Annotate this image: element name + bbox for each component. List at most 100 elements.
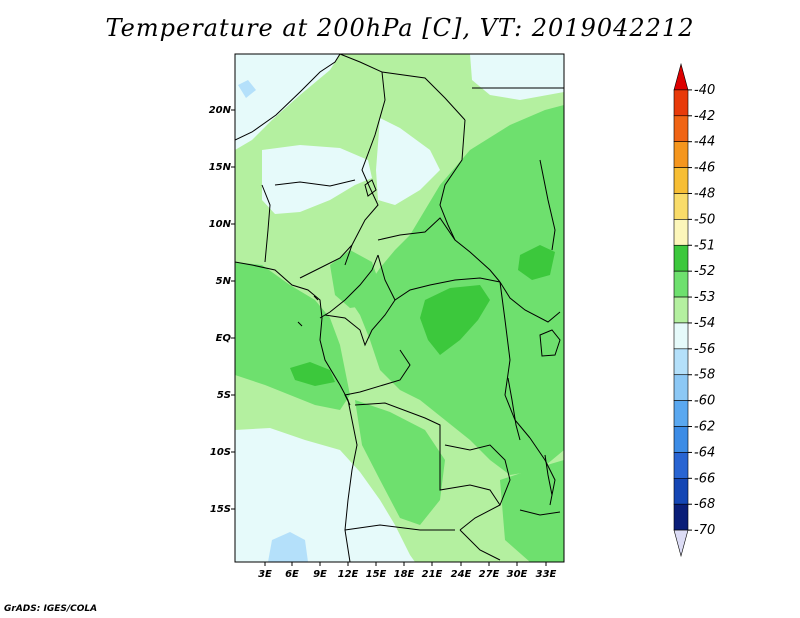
colorbar-swatch [673, 374, 689, 401]
border-chad-west [344, 71, 386, 266]
colorbar-swatch [673, 62, 689, 91]
colorbar-label: -60 [694, 394, 715, 409]
lat-label-20n: 20N [209, 105, 232, 116]
colorbar-swatch [673, 322, 689, 350]
lon-label-30e: 30E [507, 569, 528, 580]
colorbar-swatch [673, 503, 689, 531]
colorbar-label: -53 [694, 290, 715, 305]
lon-label-15e: 15E [366, 569, 387, 580]
border-angola-namibia [344, 524, 455, 531]
border-car-north [377, 217, 501, 283]
colorbar-label: -44 [694, 135, 715, 150]
lat-ticks [231, 109, 235, 510]
lon-label-6e: 6E [285, 569, 299, 580]
border-congo [324, 299, 396, 347]
colorbar-swatch [673, 270, 689, 298]
colorbar-swatch [673, 426, 689, 453]
border-west-coast [235, 261, 358, 562]
border-niger-chad [235, 54, 341, 141]
lake-victoria [539, 329, 561, 357]
border-south-africa [459, 529, 501, 561]
colorbar-swatch [673, 400, 689, 427]
colorbar-label: -62 [694, 420, 715, 435]
temp-region-52-east [518, 245, 555, 280]
colorbar-label: -40 [694, 83, 715, 98]
colorbar-swatch [673, 529, 689, 558]
map-panel [235, 54, 564, 562]
border-zambia [444, 444, 511, 531]
colorbar-label: -51 [694, 238, 715, 253]
temp-region-52-congo [420, 285, 490, 355]
colorbar-label: -52 [694, 264, 715, 279]
colorbar-swatch [673, 141, 689, 168]
border-nigeria [261, 179, 356, 263]
border-ethiopia [539, 159, 556, 251]
colorbar-label: -42 [694, 109, 715, 124]
colorbar-label: -66 [694, 471, 715, 486]
temp-region-56-south [268, 532, 308, 562]
lat-label-5n: 5N [216, 276, 232, 287]
lake-tanganyika [507, 377, 521, 441]
chart-title: Temperature at 200hPa [C], VT: 201904221… [105, 14, 695, 42]
colorbar-label: -48 [694, 186, 715, 201]
colorbar-swatch [673, 478, 689, 505]
temp-region-54-central-north [262, 145, 372, 214]
lon-label-9e: 9E [313, 569, 327, 580]
lat-label-10n: 10N [209, 219, 232, 230]
colorbar-label: -58 [694, 368, 715, 383]
temp-region-52-west [290, 362, 335, 386]
lat-label-10s: 10S [210, 447, 231, 458]
colorbar-swatch [673, 296, 689, 324]
lake-chad [364, 179, 377, 197]
colorbar-label: -68 [694, 497, 715, 512]
colorbar-swatch [673, 167, 689, 194]
colorbar-swatch [673, 244, 689, 272]
country-borders [235, 54, 564, 562]
lat-label-15s: 15S [210, 504, 231, 515]
border-mozambique [519, 509, 561, 516]
lon-axis: 3E 6E 9E 12E 15E 18E 21E 24E 27E 30E 33E [258, 569, 556, 580]
lon-label-24e: 24E [451, 569, 472, 580]
lake-malawi [544, 454, 553, 496]
lon-label-3e: 3E [258, 569, 272, 580]
temp-region-53-central [330, 250, 380, 308]
temp-region-56-north [238, 80, 256, 98]
colorbar-swatch [673, 193, 689, 220]
temp-region-53-south-strip [355, 400, 445, 525]
lon-ticks [264, 562, 547, 566]
temp-region-53-southeast [500, 460, 564, 562]
colorbar-swatch [673, 348, 689, 376]
border-chad-libya [339, 54, 466, 121]
lon-label-21e: 21E [422, 569, 443, 580]
border-chad-sudan [439, 119, 466, 241]
lat-label-eq: EQ [216, 333, 232, 344]
border-tanzania [529, 437, 556, 506]
border-angola [354, 402, 501, 506]
gulf-islands [297, 295, 319, 327]
credit-label: GrADS: IGES/COLA [4, 604, 98, 614]
colorbar-swatch [673, 219, 689, 246]
lon-label-12e: 12E [338, 569, 359, 580]
border-car-south [377, 254, 501, 301]
colorbar-label: -64 [694, 445, 715, 460]
lon-label-18e: 18E [394, 569, 415, 580]
temp-region-54-band [376, 118, 440, 205]
border-drc-east [499, 281, 531, 439]
lon-label-27e: 27E [479, 569, 500, 580]
map-frame [234, 53, 565, 563]
colorbar-swatch [673, 89, 689, 117]
lat-label-5s: 5S [217, 390, 231, 401]
lon-label-33e: 33E [536, 569, 557, 580]
lat-axis: 20N 15N 10N 5N EQ 5S 10S 15S [209, 105, 232, 515]
colorbar-label: -56 [694, 342, 715, 357]
lat-label-15n: 15N [209, 162, 232, 173]
colorbar-label: -54 [694, 316, 715, 331]
colorbar: -40 -42 -44 -46 -48 -50 -51 -52 -53 -54 -56 -58 -60 -… [673, 62, 715, 558]
colorbar-swatch [673, 115, 689, 142]
colorbar-label: -46 [694, 161, 715, 176]
colorbar-swatch [673, 452, 689, 479]
colorbar-label: -50 [694, 212, 715, 227]
border-uganda-kenya [499, 281, 561, 323]
temp-region-54-south [235, 428, 415, 562]
